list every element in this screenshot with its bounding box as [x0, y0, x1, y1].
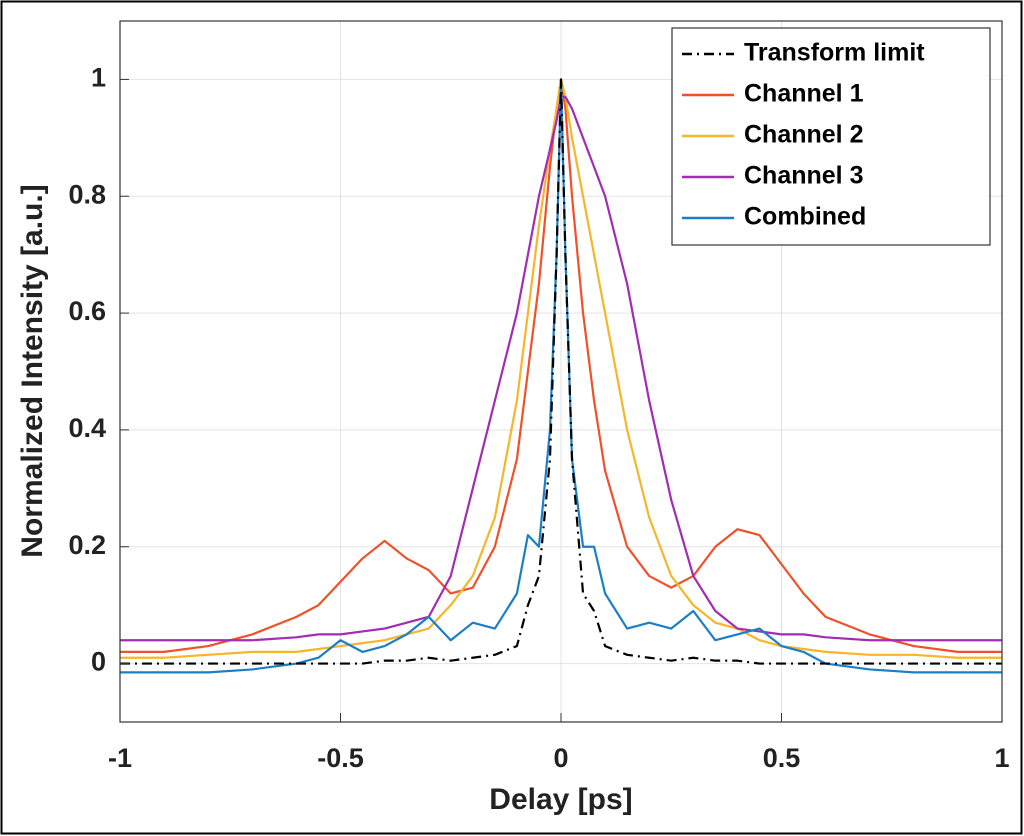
x-tick-label: 0 [553, 743, 568, 773]
x-tick-label: 0.5 [763, 743, 801, 773]
legend-label: Channel 1 [744, 80, 864, 108]
x-tick-label: -1 [108, 743, 132, 773]
y-tick-label: 0.6 [68, 296, 106, 326]
x-axis-label: Delay [ps] [489, 783, 632, 816]
plot-lines [120, 78, 1002, 674]
y-axis-label: Normalized Intensity [a.u.] [16, 184, 49, 557]
x-tick-label: -0.5 [317, 743, 364, 773]
legend-label: Transform limit [744, 39, 925, 67]
legend-label: Channel 3 [744, 162, 863, 190]
legend-label: Combined [744, 203, 866, 231]
y-tick-label: 0.2 [68, 530, 106, 560]
y-tick-label: 1 [91, 63, 106, 93]
legend-label: Channel 2 [744, 121, 863, 149]
y-tick-label: 0 [91, 647, 106, 677]
legend: Transform limit Channel 1 Channel 2 Channel… [671, 27, 991, 246]
series-line [120, 78, 1002, 665]
y-tick-label: 0.8 [68, 179, 106, 209]
ticks: -1 -0.5 0 0.5 1 0 0.2 0.4 0.6 0.8 1 [68, 63, 1009, 774]
x-tick-label: 1 [994, 743, 1009, 773]
y-tick-label: 0.4 [68, 413, 106, 443]
